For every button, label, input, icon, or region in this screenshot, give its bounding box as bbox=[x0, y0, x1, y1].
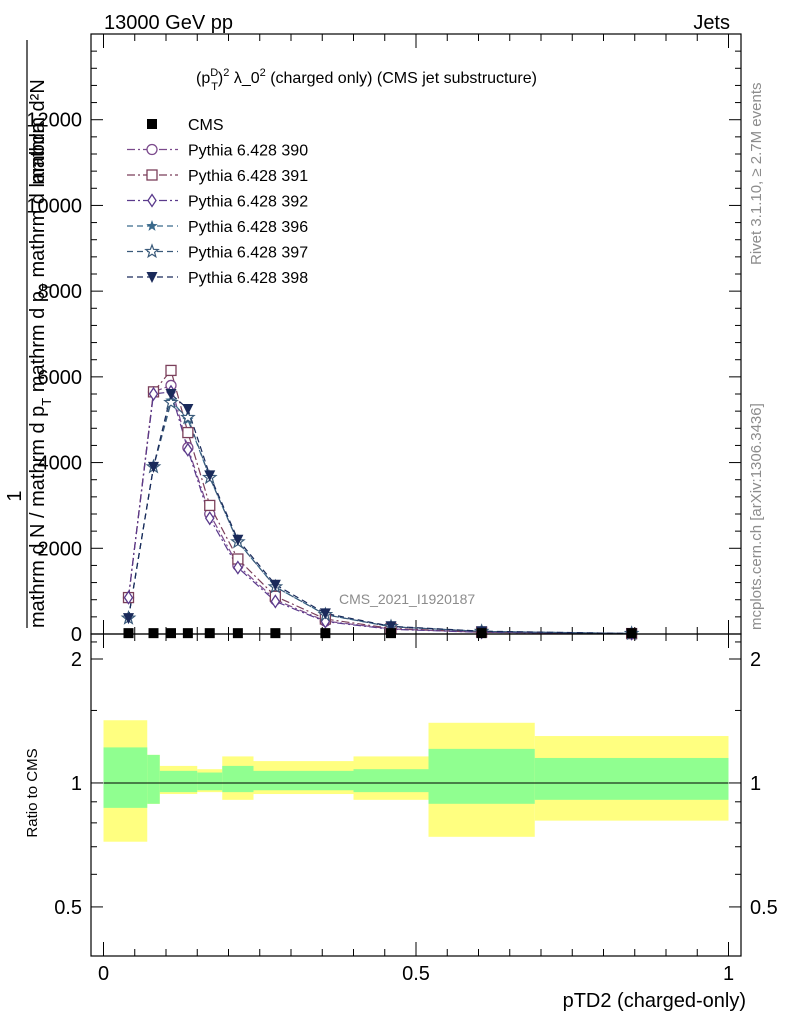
series-point-6 bbox=[204, 470, 216, 482]
y-tick-label: 10000 bbox=[26, 195, 82, 217]
legend-label: Pythia 6.428 398 bbox=[188, 270, 308, 287]
series-point-3 bbox=[123, 590, 134, 605]
main-series-markers bbox=[120, 364, 640, 641]
cms-data-point bbox=[386, 628, 396, 639]
ratio-inner-band bbox=[197, 772, 223, 791]
y-tick-label: 12000 bbox=[26, 110, 82, 132]
plot-title: (pD T)2 λ_02 (charged only) (CMS jet subs… bbox=[196, 67, 537, 93]
ratio-y-tick-label-right: 2 bbox=[750, 649, 761, 671]
ratio-y-tick-label: 2 bbox=[71, 649, 82, 671]
header-left: 13000 GeV pp bbox=[104, 12, 233, 34]
legend-marker bbox=[147, 119, 157, 129]
ratio-ticks: 0.5 0.5 1 1 2 2 0 0.5 1 bbox=[54, 634, 778, 985]
legend-marker bbox=[146, 220, 158, 231]
legend-entry: CMS bbox=[147, 117, 224, 134]
series-point-3 bbox=[148, 386, 159, 402]
series-point-5 bbox=[180, 409, 196, 425]
ratio-frame bbox=[90, 633, 742, 957]
ratio-inner-band bbox=[253, 770, 354, 791]
y-label-denominator: mathrm d N / mathrm d pT mathrm d pT mat… bbox=[27, 121, 54, 628]
ratio-inner-band bbox=[103, 747, 148, 808]
y-tick-label: 4000 bbox=[38, 453, 83, 475]
ratio-plot: 0.5 0.5 1 1 2 2 0 0.5 1 Ratio to CMS pTD2 (charg… bbox=[24, 633, 778, 1012]
legend-label: Pythia 6.428 396 bbox=[188, 219, 308, 236]
cms-data-point bbox=[626, 628, 637, 639]
main-plot: (pD T)2 λ_02 (charged only) (CMS jet subs… bbox=[4, 33, 742, 646]
series-point-2 bbox=[165, 364, 177, 377]
analysis-watermark: CMS_2021_I1920187 bbox=[339, 591, 475, 607]
series-point-6 bbox=[165, 389, 177, 400]
cms-data-point bbox=[182, 628, 193, 639]
legend-entry: Pythia 6.428 397 bbox=[127, 243, 308, 262]
series-point-3 bbox=[233, 560, 243, 575]
series-point-6 bbox=[182, 404, 194, 415]
ratio-y-tick-label-right: 0.5 bbox=[750, 897, 778, 919]
main-ticks: 0 2000 4000 6000 8000 10000 12000 bbox=[26, 34, 741, 646]
rivet-label: Rivet 3.1.10, ≥ 2.7M events bbox=[748, 83, 765, 266]
x-tick-label: 0 bbox=[98, 963, 109, 985]
cms-data-point bbox=[166, 628, 176, 639]
series-point-6 bbox=[123, 613, 134, 625]
ratio-y-axis-label: Ratio to CMS bbox=[24, 748, 41, 837]
cms-data-point bbox=[476, 628, 487, 639]
series-point-6 bbox=[385, 621, 397, 633]
legend-entry: Pythia 6.428 391 bbox=[127, 168, 308, 185]
legend-marker bbox=[144, 243, 160, 259]
legend-marker bbox=[147, 193, 157, 208]
legend-label: Pythia 6.428 391 bbox=[188, 168, 308, 185]
legend: CMS Pythia 6.428 390 Pythia 6.428 391 Pythi… bbox=[127, 117, 308, 287]
legend-marker bbox=[146, 272, 158, 283]
series-point-6 bbox=[319, 608, 331, 620]
ratio-inner-band bbox=[428, 748, 535, 804]
ratio-y-tick-label-right: 1 bbox=[750, 773, 761, 795]
legend-label: CMS bbox=[188, 117, 224, 134]
legend-entry: Pythia 6.428 398 bbox=[127, 270, 308, 287]
ratio-y-tick-label: 0.5 bbox=[54, 897, 82, 919]
series-point-2 bbox=[204, 499, 216, 512]
header-right: Jets bbox=[693, 12, 730, 34]
cms-data-point bbox=[148, 628, 159, 639]
ratio-inner-band bbox=[147, 754, 160, 804]
series-point-6 bbox=[148, 461, 159, 473]
cms-data-point bbox=[204, 628, 215, 639]
x-axis-label: pTD2 (charged-only) bbox=[563, 990, 746, 1012]
y-label-one: 1 bbox=[4, 490, 26, 501]
y-label-numerator: mathrm d²N bbox=[27, 79, 49, 185]
y-tick-label: 6000 bbox=[38, 367, 83, 389]
legend-entry: Pythia 6.428 392 bbox=[127, 193, 308, 211]
x-tick-label: 0.5 bbox=[402, 963, 430, 985]
y-tick-label: 0 bbox=[71, 624, 82, 646]
ratio-inner-band bbox=[353, 769, 429, 793]
legend-entry: Pythia 6.428 396 bbox=[127, 219, 308, 236]
mcplots-label: mcplots.cern.ch [arXiv:1306.3436] bbox=[748, 403, 765, 630]
legend-marker bbox=[146, 169, 158, 181]
cms-data-point bbox=[232, 628, 243, 639]
ratio-inner-band bbox=[222, 765, 254, 793]
legend-entry: Pythia 6.428 390 bbox=[127, 143, 308, 160]
ratio-bands bbox=[103, 720, 729, 842]
cms-data-point bbox=[270, 628, 281, 639]
series-point-3 bbox=[270, 594, 281, 609]
legend-label: Pythia 6.428 390 bbox=[188, 143, 308, 160]
legend-label: Pythia 6.428 397 bbox=[188, 245, 308, 262]
ratio-inner-band bbox=[159, 770, 198, 793]
series-point-6 bbox=[232, 534, 244, 546]
x-tick-label: 1 bbox=[723, 963, 734, 985]
legend-marker bbox=[146, 143, 158, 156]
ratio-y-tick-label: 1 bbox=[71, 773, 82, 795]
series-point-5 bbox=[163, 394, 179, 410]
y-tick-label: 8000 bbox=[38, 281, 83, 303]
series-point-3 bbox=[204, 511, 215, 526]
legend-label: Pythia 6.428 392 bbox=[188, 194, 308, 211]
series-point-6 bbox=[269, 579, 281, 591]
y-tick-label: 2000 bbox=[38, 538, 83, 560]
series-point-2 bbox=[182, 426, 194, 439]
ratio-inner-band bbox=[534, 757, 729, 800]
series-point-3 bbox=[183, 442, 193, 457]
main-y-axis-label: 1 mathrm d²N mathrm d N / mathrm d pT ma… bbox=[4, 40, 54, 628]
cms-data-point bbox=[320, 628, 331, 639]
cms-data-point bbox=[123, 628, 134, 639]
